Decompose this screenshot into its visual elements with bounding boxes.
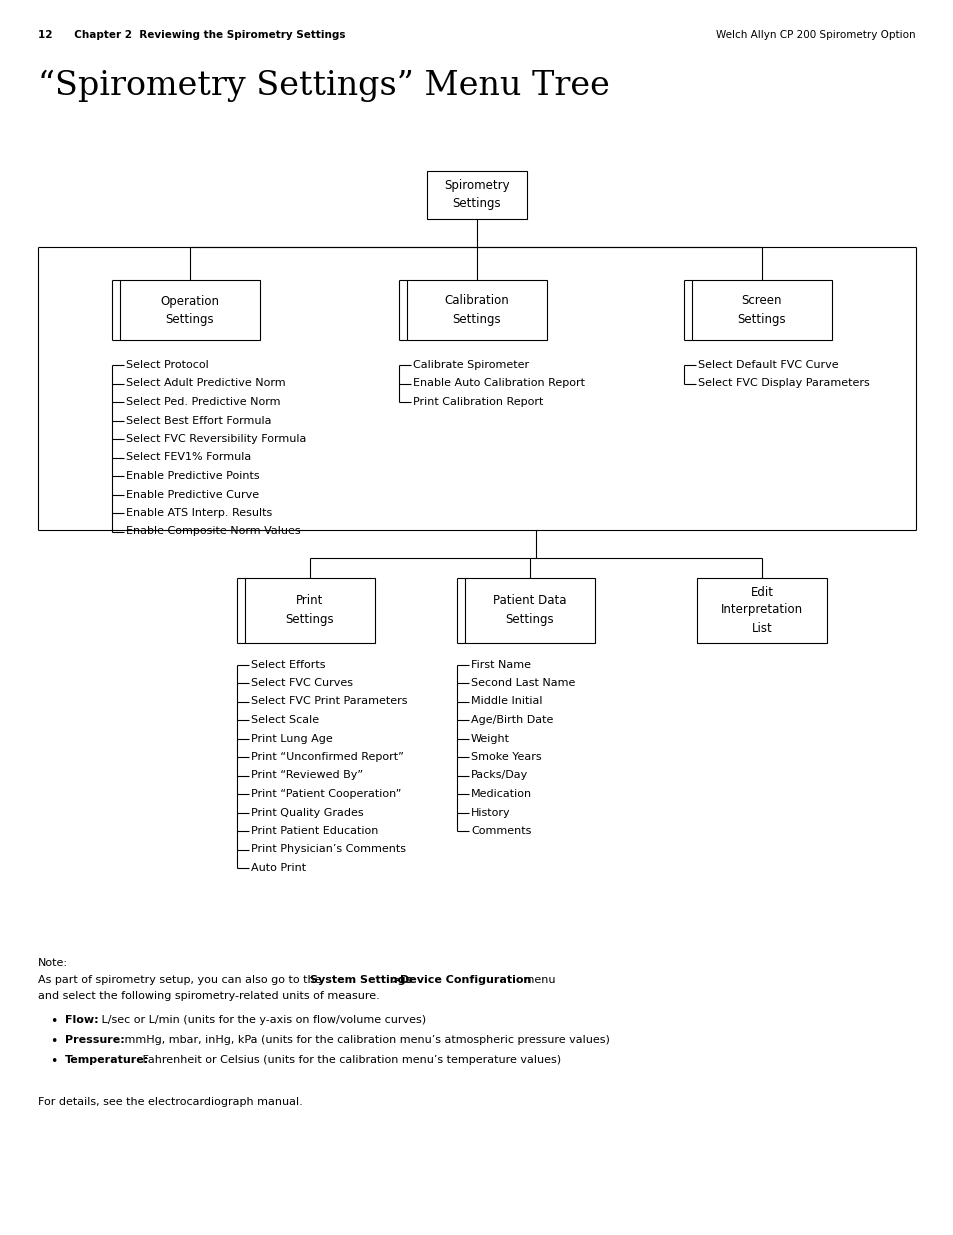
Text: Select FVC Curves: Select FVC Curves [251, 678, 353, 688]
Text: Enable Composite Norm Values: Enable Composite Norm Values [126, 526, 300, 536]
Text: Enable Predictive Points: Enable Predictive Points [126, 471, 259, 480]
Text: Comments: Comments [471, 826, 531, 836]
Text: Age/Birth Date: Age/Birth Date [471, 715, 553, 725]
Bar [697, 578, 826, 642]
Bar [407, 280, 546, 340]
Text: Temperature:: Temperature: [65, 1055, 149, 1065]
Bar [245, 578, 375, 642]
Text: Select Default FVC Curve: Select Default FVC Curve [698, 359, 838, 370]
Text: Print “Reviewed By”: Print “Reviewed By” [251, 771, 363, 781]
Text: Print Physician’s Comments: Print Physician’s Comments [251, 845, 406, 855]
Text: Pressure:: Pressure: [65, 1035, 125, 1045]
Text: “Spirometry Settings” Menu Tree: “Spirometry Settings” Menu Tree [38, 70, 609, 103]
Text: Spirometry
Settings: Spirometry Settings [444, 179, 509, 210]
Text: Select FEV1% Formula: Select FEV1% Formula [126, 452, 251, 462]
Text: Calibrate Spirometer: Calibrate Spirometer [413, 359, 529, 370]
Text: Enable ATS Interp. Results: Enable ATS Interp. Results [126, 508, 272, 517]
Text: Print “Patient Cooperation”: Print “Patient Cooperation” [251, 789, 401, 799]
Text: Second Last Name: Second Last Name [471, 678, 575, 688]
Text: As part of spirometry setup, you can also go to the: As part of spirometry setup, you can als… [38, 974, 325, 986]
Text: Flow:: Flow: [65, 1015, 98, 1025]
Text: Medication: Medication [471, 789, 532, 799]
Text: Select Protocol: Select Protocol [126, 359, 209, 370]
Text: History: History [471, 808, 510, 818]
Text: Auto Print: Auto Print [251, 863, 306, 873]
Text: Select Best Effort Formula: Select Best Effort Formula [126, 415, 272, 426]
Text: •: • [50, 1035, 57, 1049]
Text: For details, see the electrocardiograph manual.: For details, see the electrocardiograph … [38, 1097, 302, 1107]
Bar [120, 280, 260, 340]
Text: Smoke Years: Smoke Years [471, 752, 541, 762]
Text: Select Adult Predictive Norm: Select Adult Predictive Norm [126, 378, 285, 389]
Text: Print Calibration Report: Print Calibration Report [413, 396, 543, 408]
Text: •: • [50, 1055, 57, 1068]
Text: Fahrenheit or Celsius (units for the calibration menu’s temperature values): Fahrenheit or Celsius (units for the cal… [138, 1055, 560, 1065]
Text: Print Lung Age: Print Lung Age [251, 734, 333, 743]
Bar [427, 170, 526, 219]
Text: Select FVC Display Parameters: Select FVC Display Parameters [698, 378, 869, 389]
Text: Middle Initial: Middle Initial [471, 697, 542, 706]
Text: Welch Allyn CP 200 Spirometry Option: Welch Allyn CP 200 Spirometry Option [716, 30, 915, 40]
Text: Edit
Interpretation
List: Edit Interpretation List [720, 585, 802, 635]
Text: •: • [50, 1015, 57, 1028]
Text: Print Quality Grades: Print Quality Grades [251, 808, 363, 818]
Bar [464, 578, 595, 642]
Text: and select the following spirometry-related units of measure.: and select the following spirometry-rela… [38, 990, 379, 1002]
Bar [691, 280, 831, 340]
Text: Select FVC Reversibility Formula: Select FVC Reversibility Formula [126, 433, 306, 445]
Text: Operation
Settings: Operation Settings [160, 294, 219, 326]
Text: 12      Chapter 2  Reviewing the Spirometry Settings: 12 Chapter 2 Reviewing the Spirometry Se… [38, 30, 345, 40]
Text: Select Efforts: Select Efforts [251, 659, 325, 669]
Text: L/sec or L/min (units for the y-axis on flow/volume curves): L/sec or L/min (units for the y-axis on … [98, 1015, 426, 1025]
Text: Print “Unconfirmed Report”: Print “Unconfirmed Report” [251, 752, 403, 762]
Text: System Settings: System Settings [310, 974, 412, 986]
Text: Patient Data
Settings: Patient Data Settings [493, 594, 566, 625]
Text: Device Configuration: Device Configuration [399, 974, 531, 986]
Text: Select Ped. Predictive Norm: Select Ped. Predictive Norm [126, 396, 280, 408]
Text: Enable Predictive Curve: Enable Predictive Curve [126, 489, 259, 499]
Text: Print Patient Education: Print Patient Education [251, 826, 378, 836]
Text: Enable Auto Calibration Report: Enable Auto Calibration Report [413, 378, 584, 389]
Text: mmHg, mbar, inHg, kPa (units for the calibration menu’s atmospheric pressure val: mmHg, mbar, inHg, kPa (units for the cal… [121, 1035, 609, 1045]
Text: Print
Settings: Print Settings [285, 594, 334, 625]
Text: Calibration
Settings: Calibration Settings [444, 294, 509, 326]
Text: Packs/Day: Packs/Day [471, 771, 528, 781]
Text: Select FVC Print Parameters: Select FVC Print Parameters [251, 697, 407, 706]
Text: Select Scale: Select Scale [251, 715, 319, 725]
Text: menu: menu [519, 974, 555, 986]
Text: First Name: First Name [471, 659, 531, 669]
Text: Screen
Settings: Screen Settings [737, 294, 785, 326]
Text: >: > [388, 974, 405, 986]
Text: Weight: Weight [471, 734, 510, 743]
Text: Note:: Note: [38, 958, 68, 968]
